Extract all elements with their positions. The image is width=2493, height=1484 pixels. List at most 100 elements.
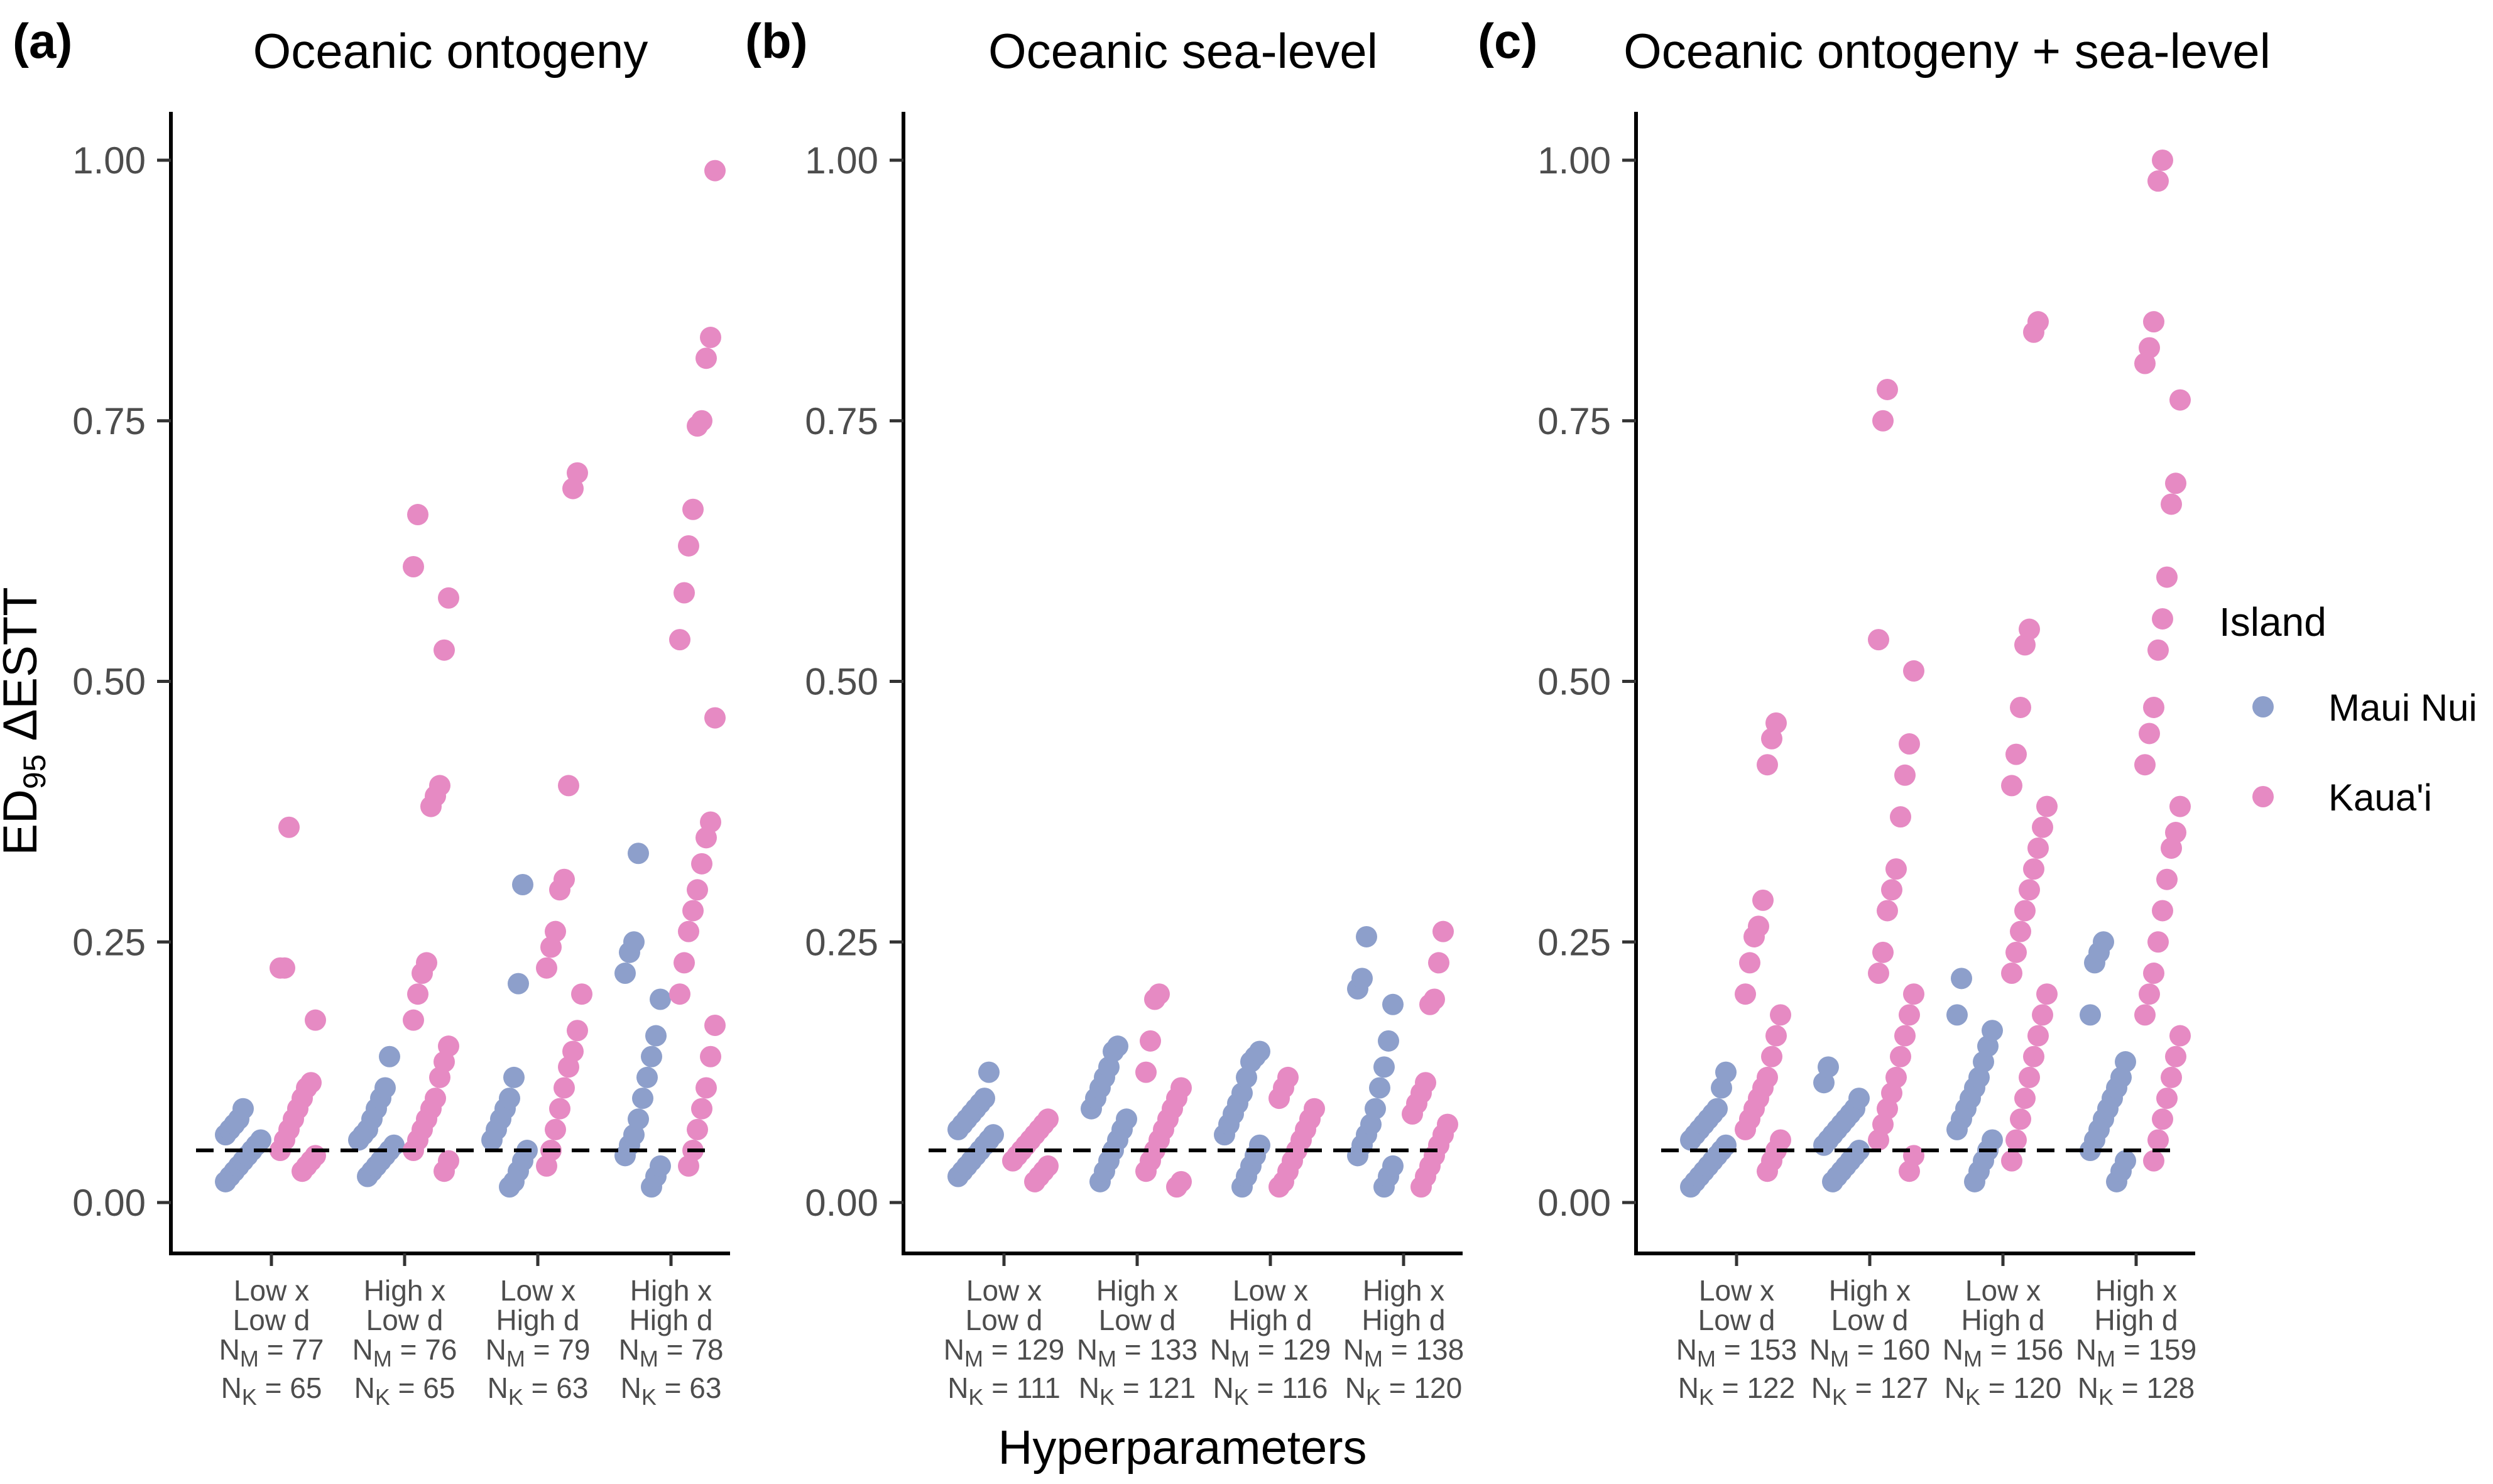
point-kauai bbox=[438, 587, 459, 609]
point-kauai bbox=[403, 556, 424, 578]
point-kauai bbox=[1304, 1098, 1325, 1120]
point-maui-nui bbox=[623, 931, 645, 953]
point-kauai bbox=[1428, 952, 1449, 974]
sample-size-maui-nui: NM = 138 bbox=[1343, 1333, 1464, 1372]
point-kauai bbox=[1868, 629, 1889, 651]
point-kauai bbox=[545, 920, 566, 942]
point-maui-nui bbox=[2080, 1004, 2101, 1026]
point-kauai bbox=[674, 582, 695, 604]
y-tick-label: 1.00 bbox=[805, 139, 878, 182]
y-tick-label: 0.25 bbox=[1537, 921, 1611, 963]
point-kauai bbox=[2134, 754, 2156, 776]
point-maui-nui bbox=[983, 1124, 1004, 1146]
point-maui-nui bbox=[379, 1045, 400, 1067]
point-maui-nui bbox=[508, 973, 529, 995]
point-kauai bbox=[1770, 1004, 1791, 1026]
point-kauai bbox=[562, 1040, 584, 1062]
point-maui-nui bbox=[650, 1155, 671, 1177]
x-tick-label: Low d bbox=[366, 1304, 444, 1336]
point-kauai bbox=[2001, 1150, 2022, 1172]
y-tick-label: 1.00 bbox=[72, 139, 146, 182]
point-kauai bbox=[2165, 1045, 2186, 1067]
y-axis-title-main: ED bbox=[0, 789, 47, 856]
sample-size-kauai: NK = 120 bbox=[1945, 1372, 2061, 1410]
sample-size-kauai: NK = 121 bbox=[1079, 1372, 1196, 1410]
point-kauai bbox=[704, 707, 726, 729]
point-maui-nui bbox=[2115, 1051, 2136, 1073]
point-kauai bbox=[674, 952, 695, 974]
point-kauai bbox=[696, 1077, 717, 1099]
point-kauai bbox=[305, 1145, 326, 1167]
point-kauai bbox=[1881, 879, 1902, 901]
point-kauai bbox=[2147, 639, 2169, 661]
point-maui-nui bbox=[1369, 1077, 1390, 1099]
point-kauai bbox=[1872, 410, 1894, 432]
x-tick-label: High x bbox=[1363, 1274, 1444, 1307]
point-kauai bbox=[1899, 1004, 1920, 1026]
sample-size-maui-nui: NM = 129 bbox=[1210, 1333, 1331, 1372]
point-kauai bbox=[1148, 983, 1170, 1005]
point-kauai bbox=[2161, 493, 2182, 515]
legend-label-maui-nui: Maui Nui bbox=[2328, 687, 2477, 729]
point-kauai bbox=[429, 775, 450, 797]
point-kauai bbox=[1140, 1030, 1161, 1052]
point-kauai bbox=[567, 1020, 588, 1042]
point-kauai bbox=[2027, 1025, 2049, 1047]
point-kauai bbox=[2027, 311, 2049, 333]
x-tick-label: High x bbox=[630, 1274, 712, 1307]
point-maui-nui bbox=[250, 1129, 271, 1151]
point-kauai bbox=[2023, 858, 2044, 880]
point-kauai bbox=[2156, 566, 2178, 588]
panels: (a) Oceanic ontogeny 0.00 0.25 0.50 0.75 1.00 L… bbox=[13, 13, 2271, 1410]
y-tick-label: 0.00 bbox=[805, 1182, 878, 1224]
y-axis-title: ED95 ΔESTT bbox=[0, 587, 52, 855]
point-kauai bbox=[2027, 837, 2049, 859]
point-kauai bbox=[2036, 795, 2058, 817]
point-kauai bbox=[700, 327, 721, 349]
point-maui-nui bbox=[641, 1045, 662, 1067]
y-tick-label: 0.25 bbox=[805, 921, 878, 963]
point-kauai bbox=[536, 957, 557, 979]
x-tick-label: High x bbox=[1829, 1274, 1911, 1307]
point-maui-nui bbox=[232, 1098, 254, 1120]
panel-label: (a) bbox=[13, 13, 72, 68]
legend-title: Island bbox=[2219, 599, 2327, 645]
y-tick-label: 0.50 bbox=[805, 661, 878, 703]
point-kauai bbox=[1899, 733, 1920, 755]
sample-size-kauai: NK = 120 bbox=[1345, 1372, 1462, 1410]
point-kauai bbox=[1437, 1113, 1458, 1135]
point-kauai bbox=[2014, 1088, 2036, 1110]
point-kauai bbox=[1770, 1129, 1791, 1151]
point-kauai bbox=[2165, 472, 2186, 494]
point-maui-nui bbox=[1715, 1061, 1737, 1083]
point-kauai bbox=[1765, 712, 1787, 734]
point-maui-nui bbox=[1715, 1134, 1737, 1156]
point-kauai bbox=[691, 853, 712, 875]
sample-size-maui-nui: NM = 77 bbox=[219, 1333, 324, 1372]
point-kauai bbox=[2156, 868, 2178, 890]
point-kauai bbox=[1890, 806, 1911, 828]
point-maui-nui bbox=[1951, 968, 1972, 990]
point-kauai bbox=[704, 1014, 726, 1036]
y-tick-label: 1.00 bbox=[1537, 139, 1611, 182]
point-maui-nui bbox=[512, 874, 533, 896]
y-tick-label: 0.00 bbox=[72, 1182, 146, 1224]
point-kauai bbox=[1765, 1025, 1787, 1047]
point-kauai bbox=[274, 957, 295, 979]
point-kauai bbox=[2152, 900, 2173, 922]
sample-size-kauai: NK = 122 bbox=[1678, 1372, 1795, 1410]
point-maui-nui bbox=[1373, 1056, 1395, 1078]
point-maui-nui bbox=[1382, 993, 1404, 1015]
point-maui-nui bbox=[1351, 968, 1373, 990]
point-kauai bbox=[1037, 1155, 1059, 1177]
point-maui-nui bbox=[1818, 1056, 1839, 1078]
legend-swatch-maui-nui bbox=[2252, 696, 2274, 717]
point-kauai bbox=[2001, 963, 2022, 985]
sample-size-maui-nui: NM = 129 bbox=[944, 1333, 1064, 1372]
point-maui-nui bbox=[974, 1088, 995, 1110]
point-kauai bbox=[2005, 941, 2027, 963]
point-kauai bbox=[1170, 1077, 1192, 1099]
panel-title: Oceanic ontogeny + sea-level bbox=[1623, 23, 2271, 79]
point-kauai bbox=[2010, 696, 2031, 718]
